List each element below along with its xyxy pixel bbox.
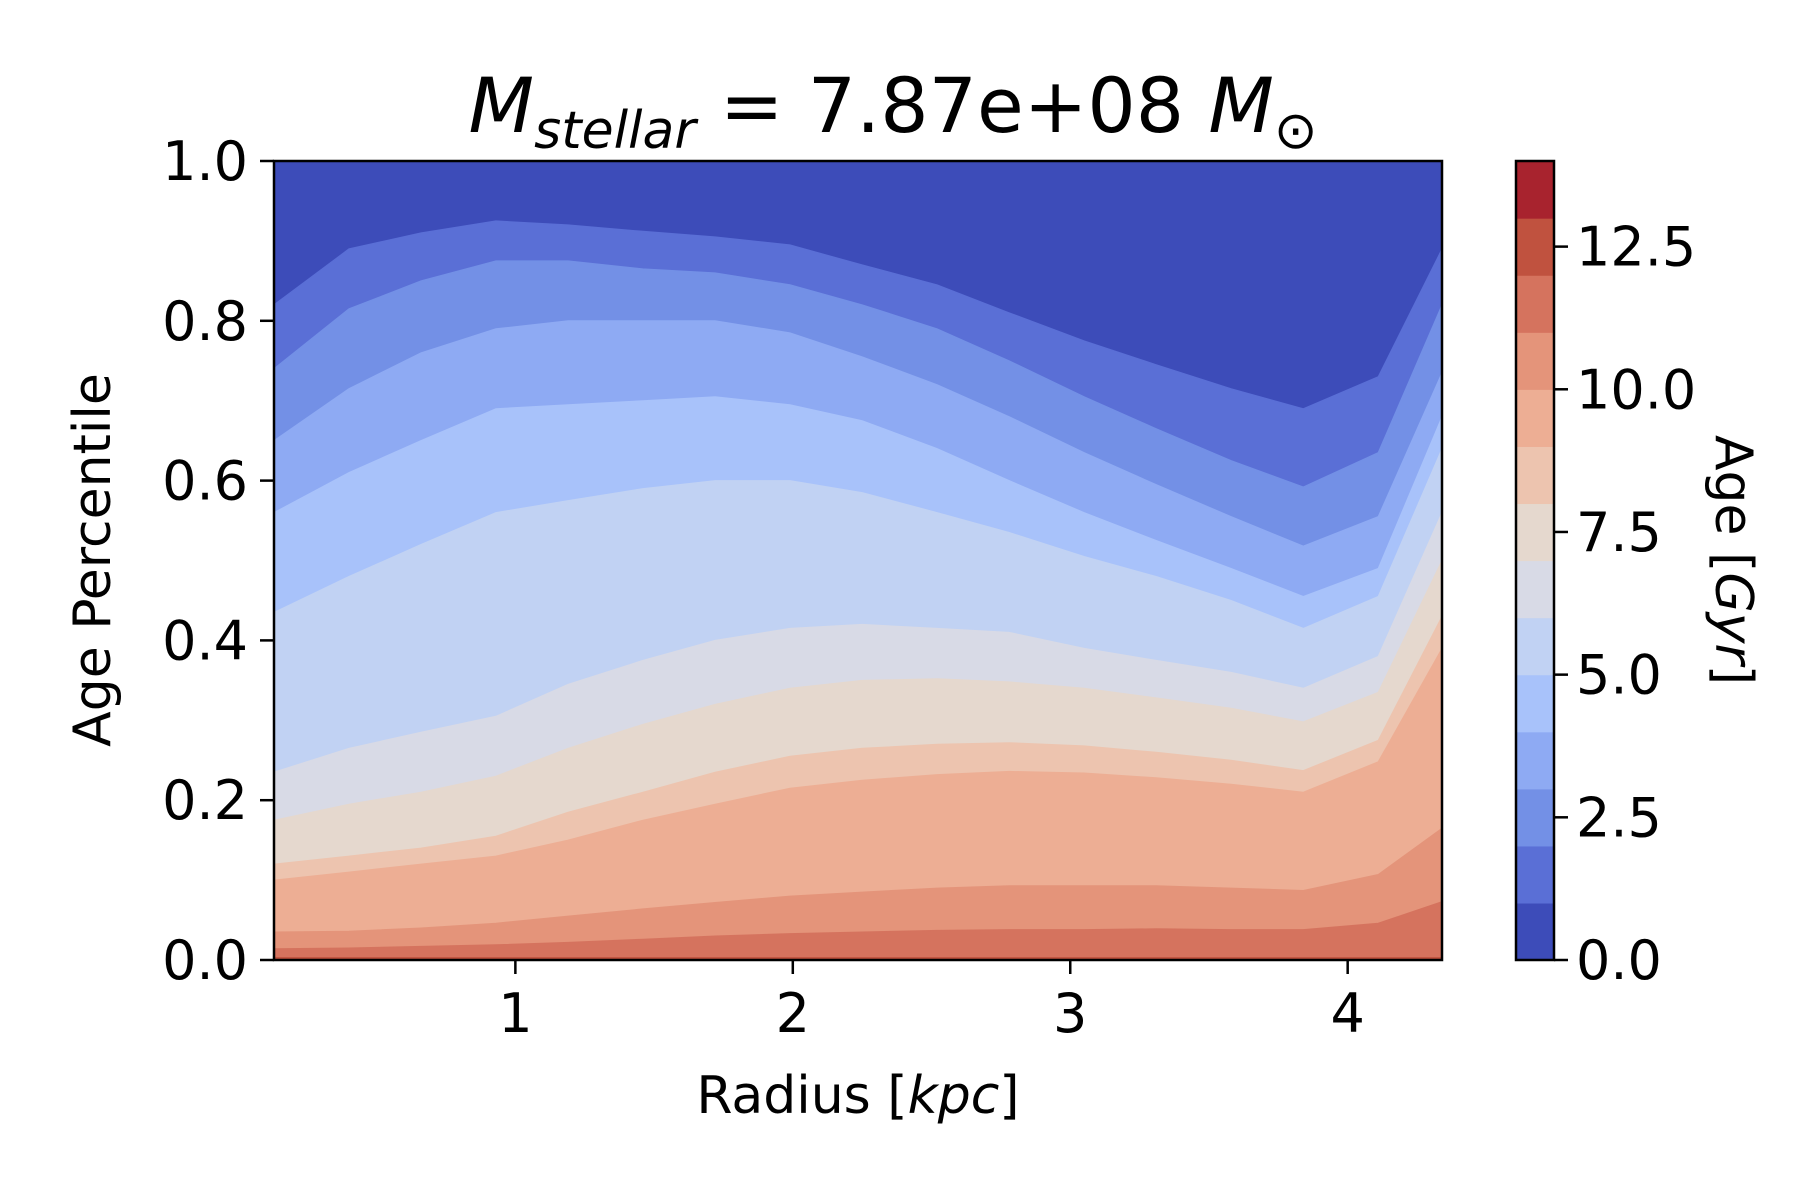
x-tick-label: 1 — [498, 982, 532, 1045]
x-axis-label: Radius [kpc] — [696, 1066, 1019, 1126]
colorbar-tick-label: 12.5 — [1576, 216, 1696, 279]
x-axis: 1 2 3 4 — [498, 960, 1365, 1045]
contour-plot — [272, 159, 1444, 962]
colorbar-segment-9 — [1516, 389, 1554, 447]
colorbar-segment-11 — [1516, 275, 1554, 333]
colorbar-segment-13 — [1516, 161, 1554, 219]
colorbar: 0.0 2.5 5.0 7.5 10.0 12.5 — [1514, 159, 1696, 992]
y-axis-label: Age Percentile — [63, 373, 123, 747]
colorbar-tick-label: 2.5 — [1576, 786, 1662, 849]
y-axis: 0.0 0.2 0.4 0.6 0.8 1.0 — [162, 130, 274, 992]
colorbar-tick-label: 0.0 — [1576, 929, 1662, 992]
title-unit-symbol: M — [1208, 61, 1274, 150]
colorbar-segment-8 — [1516, 446, 1554, 505]
colorbar-tick-label: 5.0 — [1576, 644, 1662, 707]
title-equals: = — [720, 61, 784, 150]
colorbar-segment-4 — [1516, 674, 1554, 733]
colorbar-tick-label: 7.5 — [1576, 501, 1662, 564]
title-value: 7.87e+08 — [808, 61, 1184, 150]
colorbar-segment-3 — [1516, 731, 1554, 790]
svg-text:Mstellar = 7.87e+08 M⊙: Mstellar = 7.87e+08 M⊙ — [469, 61, 1318, 161]
colorbar-segment-0 — [1516, 902, 1554, 961]
colorbar-segment-12 — [1516, 218, 1554, 276]
colorbar-segment-7 — [1516, 503, 1554, 562]
x-tick-label: 3 — [1053, 982, 1087, 1045]
y-tick-label: 0.0 — [162, 929, 248, 992]
colorbar-segment-5 — [1516, 617, 1554, 676]
y-tick-label: 0.4 — [162, 609, 248, 672]
title-subscript: stellar — [534, 101, 699, 161]
x-tick-label: 2 — [776, 982, 810, 1045]
title-unit-subscript: ⊙ — [1274, 101, 1318, 161]
plot-frame — [272, 159, 1444, 962]
colorbar-frame — [1514, 159, 1556, 962]
colorbar-segment-6 — [1516, 560, 1554, 619]
y-tick-label: 0.6 — [162, 450, 248, 513]
title-mass-symbol: M — [469, 61, 535, 150]
chart-title: Mstellar = 7.87e+08 M⊙ — [469, 61, 1318, 161]
colorbar-segment-10 — [1516, 332, 1554, 390]
colorbar-tick-label: 10.0 — [1576, 358, 1696, 421]
colorbar-segment-1 — [1516, 845, 1554, 904]
y-tick-label: 1.0 — [162, 130, 248, 193]
x-tick-label: 4 — [1330, 982, 1364, 1045]
colorbar-segment-2 — [1516, 788, 1554, 847]
y-tick-label: 0.2 — [162, 769, 248, 832]
y-tick-label: 0.8 — [162, 290, 248, 353]
colorbar-label: Age [Gyr] — [1703, 435, 1763, 685]
